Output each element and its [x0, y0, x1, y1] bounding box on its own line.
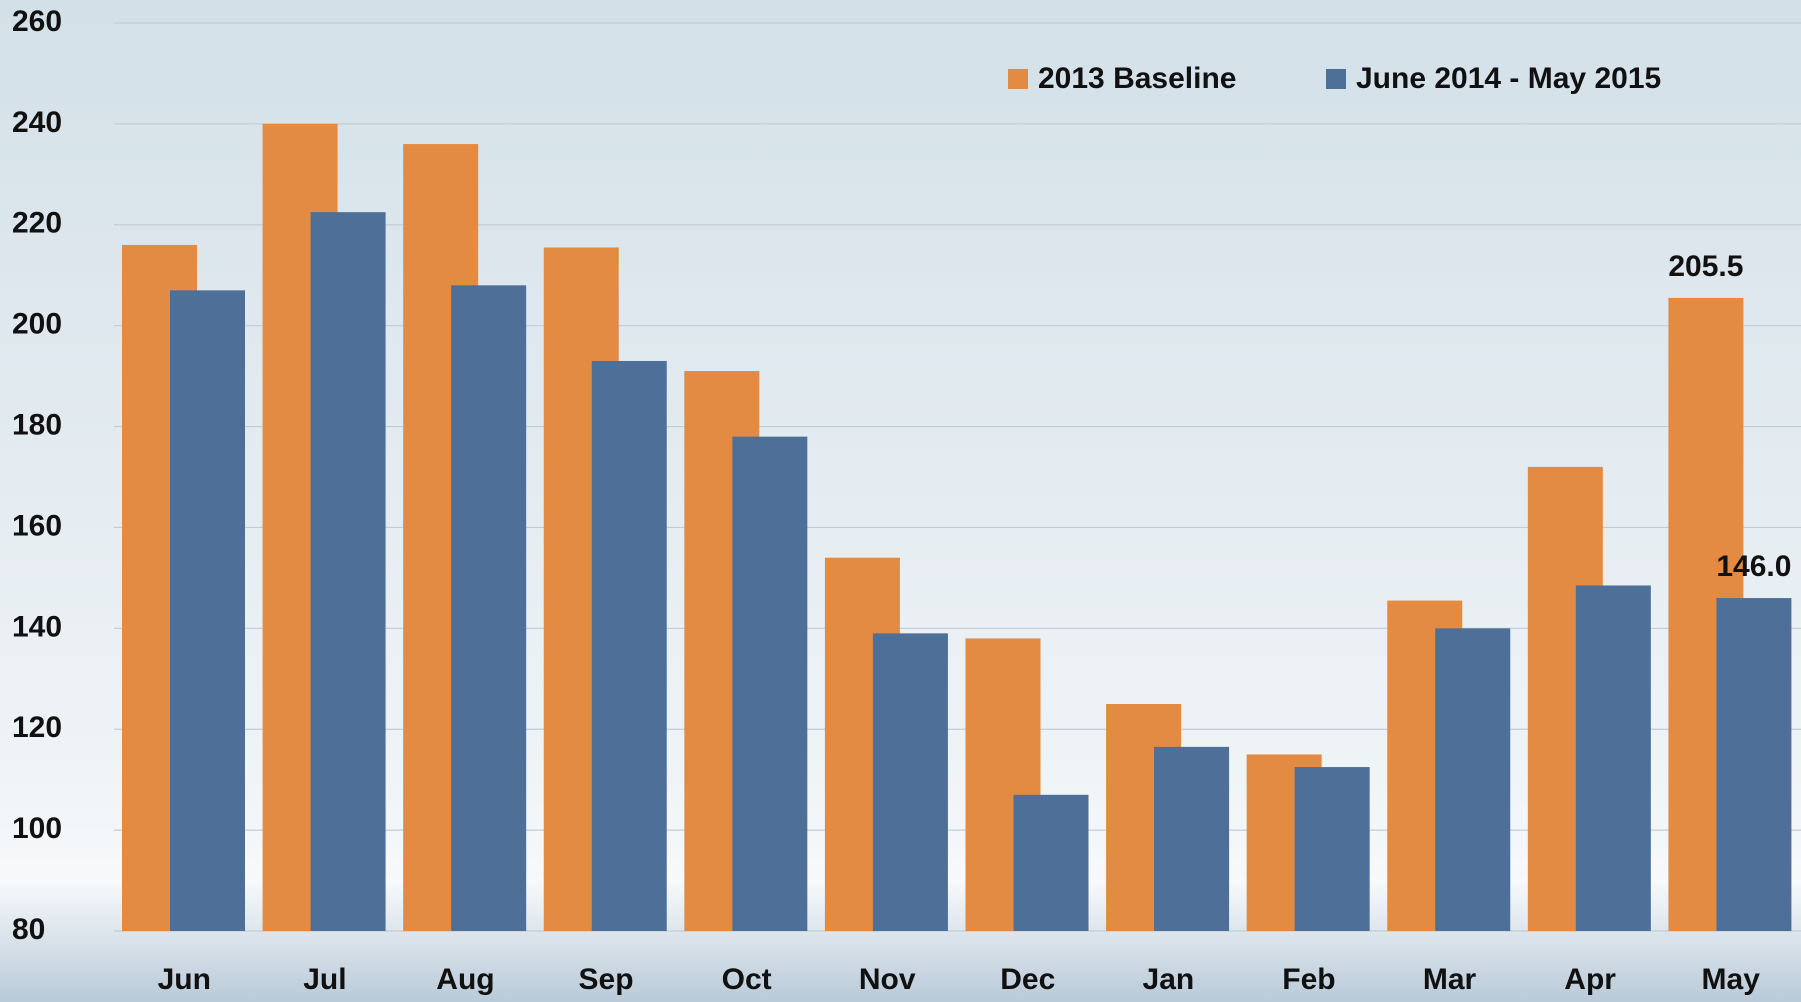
legend-swatch: [1008, 69, 1028, 89]
bar: [1716, 598, 1791, 931]
x-tick-label: Jan: [1143, 963, 1195, 996]
y-tick-label: 120: [12, 711, 62, 744]
y-tick-label: 160: [12, 509, 62, 542]
chart: 80 100 120 140 160 180 200 220 240 260 Jun Jul Aug Se…: [0, 0, 1801, 1002]
bar: [732, 437, 807, 931]
x-tick-label: Oct: [722, 963, 772, 996]
data-label: 205.5: [1668, 250, 1743, 283]
x-tick-label: Jun: [158, 963, 211, 996]
bar: [1576, 585, 1651, 931]
legend-swatch: [1326, 69, 1346, 89]
bar: [1435, 628, 1510, 931]
bar: [311, 212, 386, 931]
bar: [451, 285, 526, 931]
x-tick-label: May: [1702, 963, 1761, 996]
bar: [873, 633, 948, 931]
x-tick-label: Nov: [859, 963, 916, 996]
y-tick-label: 80: [12, 913, 45, 946]
y-tick-label: 140: [12, 610, 62, 643]
x-tick-label: Sep: [579, 963, 634, 996]
y-tick-label: 260: [12, 5, 62, 38]
x-tick-label: Aug: [436, 963, 494, 996]
y-tick-label: 240: [12, 106, 62, 139]
bar: [592, 361, 667, 931]
x-tick-label: Jul: [303, 963, 346, 996]
y-tick-label: 100: [12, 812, 62, 845]
y-tick-label: 200: [12, 308, 62, 341]
bar: [1154, 747, 1229, 931]
y-tick-label: 220: [12, 207, 62, 240]
x-tick-label: Dec: [1000, 963, 1055, 996]
bar: [170, 290, 245, 931]
bar: [1295, 767, 1370, 931]
legend-label: 2013 Baseline: [1038, 62, 1236, 95]
x-tick-label: Mar: [1423, 963, 1477, 996]
x-tick-label: Apr: [1564, 963, 1616, 996]
legend-label: June 2014 - May 2015: [1356, 62, 1661, 95]
x-tick-label: Feb: [1282, 963, 1335, 996]
bar: [1014, 795, 1089, 931]
y-tick-label: 180: [12, 408, 62, 441]
data-label: 146.0: [1716, 550, 1791, 583]
